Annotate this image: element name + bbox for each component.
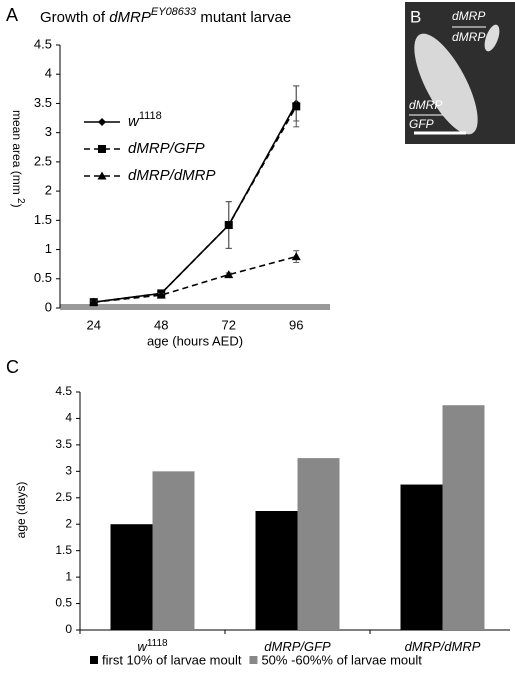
x-tick-label: 72 xyxy=(222,317,236,332)
legend-text: dMRP/GFP xyxy=(128,140,205,157)
y-tick-label: 1 xyxy=(45,241,52,256)
legend-label: dMRP/GFP xyxy=(128,140,205,157)
y-label-part: 2 xyxy=(15,198,26,204)
y-tick-label: 2 xyxy=(45,183,52,198)
bar xyxy=(297,458,340,630)
y-axis-label: age (days) xyxy=(14,482,28,539)
series-line xyxy=(93,255,297,303)
y-tick-label: 1 xyxy=(65,569,72,583)
y-tick-label: 3 xyxy=(65,464,72,478)
bar xyxy=(442,405,485,630)
y-tick-label: 3 xyxy=(45,124,52,139)
category-text: dMRP/dMRP xyxy=(405,639,481,654)
y-label-part: mean area (mm xyxy=(10,110,24,198)
legend-marker xyxy=(98,145,106,153)
legend-swatch xyxy=(249,656,258,664)
legend-superscript: 1118 xyxy=(139,110,162,122)
marker xyxy=(292,102,301,111)
larva xyxy=(414,33,478,135)
bar xyxy=(400,484,443,630)
marker xyxy=(156,290,166,299)
y-tick-label: 4 xyxy=(45,66,52,81)
series-line xyxy=(93,103,297,303)
y-tick-label: 0.5 xyxy=(34,270,52,285)
legend-text: dMRP/dMRP xyxy=(128,167,216,184)
category-superscript: 1118 xyxy=(147,638,168,649)
y-tick-label: 2.5 xyxy=(34,153,52,168)
y-tick-label: 4 xyxy=(65,411,72,425)
y-tick-label: 1.5 xyxy=(34,212,52,227)
y-tick-label: 0.5 xyxy=(55,596,72,610)
y-tick-label: 3.5 xyxy=(34,95,52,110)
y-label-part: ) xyxy=(10,204,24,208)
category-text: w xyxy=(137,639,148,654)
legend-marker xyxy=(98,118,106,126)
y-axis-label: mean area (mm 2) xyxy=(10,110,27,208)
baseline-band xyxy=(60,304,330,310)
panel-label: B xyxy=(410,7,421,26)
bar xyxy=(110,524,153,630)
legend-label: dMRP/dMRP xyxy=(128,167,216,184)
genotype-label: dMRP xyxy=(409,98,442,112)
marker xyxy=(89,297,99,306)
y-tick-label: 4.5 xyxy=(55,384,72,398)
photo-panel: B dMRP dMRP dMRP GFP xyxy=(405,2,515,144)
legend-label: 50% -60%% of larvae moult xyxy=(261,652,422,667)
marker xyxy=(224,270,234,279)
x-tick-label: 48 xyxy=(154,317,168,332)
x-tick-label: dMRP/GFP xyxy=(264,639,331,654)
marker xyxy=(224,221,233,230)
marker xyxy=(291,252,301,261)
y-tick-label: 2 xyxy=(65,516,72,530)
title-part: dMRP xyxy=(109,9,151,26)
x-tick-label: w1118 xyxy=(137,638,168,655)
x-tick-label: 96 xyxy=(289,317,303,332)
genotype-label: dMRP xyxy=(452,30,485,44)
title-part: mutant larvae xyxy=(196,9,291,26)
category-text: dMRP/GFP xyxy=(264,639,331,654)
panel-label: A xyxy=(6,5,18,25)
legend-label: first 10% of larvae moult xyxy=(102,652,242,667)
y-tick-label: 4.5 xyxy=(34,36,52,51)
x-axis-label: age (hours AED) xyxy=(147,333,243,348)
legend-label: w1118 xyxy=(128,110,162,130)
y-tick-label: 3.5 xyxy=(55,437,72,451)
larva xyxy=(484,24,500,52)
series-line xyxy=(93,105,297,303)
genotype-label: dMRP xyxy=(452,9,485,23)
chart-title: Growth of dMRPEY08633 mutant larvae xyxy=(40,6,291,26)
legend-marker xyxy=(97,171,107,180)
legend-swatch xyxy=(90,656,98,664)
y-tick-label: 2.5 xyxy=(55,490,72,504)
legend-text: w xyxy=(128,113,140,130)
bar xyxy=(152,471,195,630)
x-tick-label: dMRP/dMRP xyxy=(405,639,481,654)
panel-label: C xyxy=(6,357,19,377)
x-tick-label: 24 xyxy=(87,317,101,332)
y-tick-label: 1.5 xyxy=(55,543,72,557)
title-part: Growth of xyxy=(40,9,109,26)
y-tick-label: 0 xyxy=(45,299,52,314)
bar xyxy=(255,511,298,630)
title-part: EY08633 xyxy=(151,6,197,18)
y-tick-label: 0 xyxy=(65,622,72,636)
genotype-label: GFP xyxy=(409,117,434,131)
